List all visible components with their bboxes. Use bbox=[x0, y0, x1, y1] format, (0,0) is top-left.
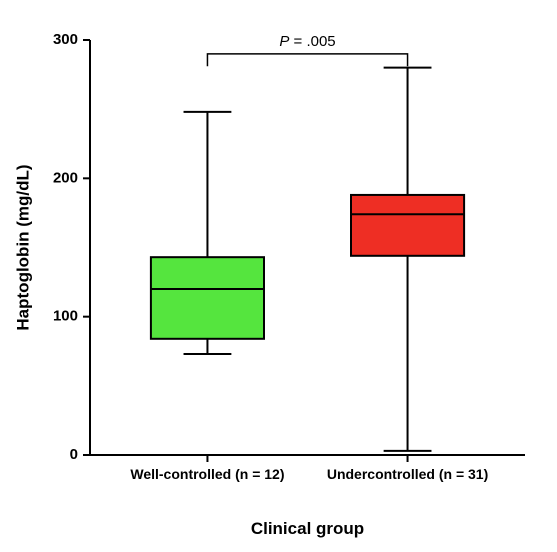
y-axis-label: Haptoglobin (mg/dL) bbox=[13, 164, 32, 330]
box bbox=[351, 195, 464, 256]
chart-svg: 0 100 200 300 Haptoglobin (mg/dL) Well-contro… bbox=[0, 0, 557, 552]
y-tick-label: 0 bbox=[70, 446, 78, 463]
box bbox=[151, 257, 264, 339]
y-tick-label: 300 bbox=[53, 31, 78, 48]
p-value-label: P = .005 bbox=[279, 33, 335, 50]
y-tick-label: 100 bbox=[53, 308, 78, 325]
y-tick-label: 200 bbox=[53, 169, 78, 186]
boxplot-chart: 0 100 200 300 Haptoglobin (mg/dL) Well-contro… bbox=[0, 0, 557, 552]
x-axis-label: Clinical group bbox=[251, 519, 364, 538]
x-tick-label: Well-controlled (n = 12) bbox=[130, 466, 284, 482]
x-tick-label: Undercontrolled (n = 31) bbox=[327, 466, 488, 482]
